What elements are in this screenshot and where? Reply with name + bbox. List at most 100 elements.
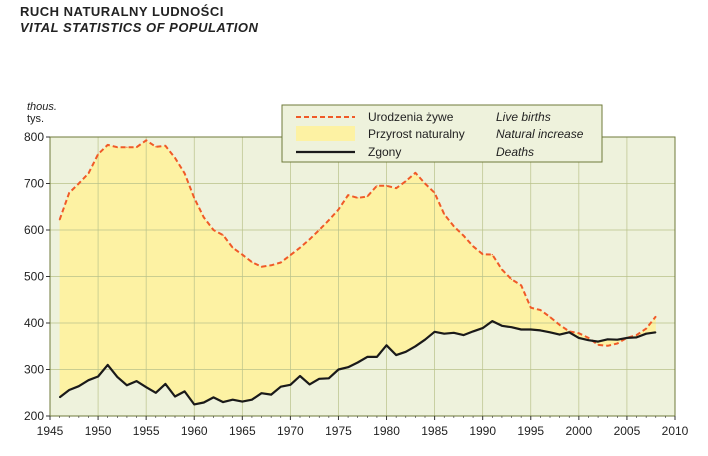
deaths-point-1985 [434,331,436,333]
deaths-point-1959 [184,390,186,392]
live-births-point-1989 [472,245,474,247]
deaths-point-1993 [510,326,513,328]
live-births-point-1967 [260,266,263,268]
x-tick-label-2010: 2010 [662,424,689,438]
deaths-point-1964 [232,399,234,401]
live-births-point-1970 [289,254,291,256]
live-births-point-1964 [232,247,234,249]
live-births-line [58,139,657,347]
live-births-point-1987 [453,225,455,227]
deaths-point-1983 [414,345,416,347]
deaths-point-2001 [587,339,590,341]
live-births-point-1961 [203,216,205,218]
deaths-point-2005 [626,337,628,339]
deaths-point-2004 [616,339,618,341]
live-births-point-1977 [357,197,359,199]
live-births-point-1953 [126,146,128,148]
y-unit-english: thous. [27,101,57,113]
deaths-point-1961 [203,401,205,404]
live-births-point-1992 [501,268,503,271]
live-births-point-1986 [443,213,445,215]
live-births-point-1955 [145,139,147,141]
live-births-point-1954 [135,146,138,148]
deaths-point-1975 [337,368,340,371]
legend-label-live-births-pl: Urodzenia żywe [368,110,454,124]
live-births-point-2000 [578,332,580,334]
deaths-point-1989 [472,330,474,332]
x-tick-label-2005: 2005 [614,424,641,438]
live-births-point-1956 [155,146,157,148]
live-births-point-1981 [395,187,397,189]
live-births-point-1998 [559,324,561,326]
y-tick-label-500: 500 [24,270,44,284]
live-births-point-2007 [645,328,647,330]
x-tick-label-1990: 1990 [469,424,496,438]
live-births-point-1995 [530,307,532,309]
live-births-point-1972 [309,238,311,240]
deaths-point-1997 [549,331,551,333]
live-births-point-1960 [193,197,195,199]
deaths-point-1981 [395,354,397,356]
deaths-point-1948 [78,385,80,387]
series-layer [58,139,657,406]
live-births-point-1983 [414,172,416,174]
y-tick-label-600: 600 [24,223,44,237]
x-tick-label-1945: 1945 [37,424,64,438]
natural-increase-area [59,140,656,405]
deaths-point-1951 [107,364,109,366]
deaths-point-1956 [155,392,157,394]
live-births-point-1966 [251,261,253,263]
live-births-point-1969 [280,261,282,264]
live-births-point-1982 [405,180,407,182]
live-births-point-2008 [655,315,657,318]
deaths-point-1960 [193,403,195,405]
deaths-point-1952 [116,376,118,378]
deaths-point-2007 [645,333,647,335]
deaths-point-1998 [559,334,561,336]
live-births-point-1957 [164,145,166,147]
live-births-point-1958 [174,157,176,159]
legend-label-deaths-en: Deaths [496,145,534,159]
deaths-point-1969 [280,386,282,388]
deaths-point-1990 [482,327,484,329]
deaths-point-1946 [59,396,61,398]
live-births-point-2004 [616,342,618,345]
deaths-point-2008 [655,331,657,333]
live-births-point-1996 [539,309,542,311]
deaths-point-1973 [318,378,320,380]
deaths-point-1967 [260,392,263,394]
deaths-point-1950 [97,375,99,378]
deaths-point-1955 [145,386,147,388]
deaths-point-1954 [135,380,138,382]
chart-title-polish: RUCH NATURALNY LUDNOŚCI [20,4,224,19]
deaths-point-1991 [491,320,493,322]
live-births-point-1951 [107,144,109,146]
x-tick-label-1980: 1980 [373,424,400,438]
deaths-point-1979 [376,356,378,358]
live-births-point-2001 [587,337,590,339]
live-births-point-1975 [337,208,340,211]
legend-label-live-births-en: Live births [496,110,551,124]
live-births-point-1990 [482,253,484,255]
legend-label-natural-increase-pl: Przyrost naturalny [368,127,465,141]
deaths-point-1992 [501,325,503,327]
deaths-point-1987 [453,332,455,334]
deaths-point-1971 [299,375,301,377]
deaths-point-1957 [164,383,166,385]
live-births-point-1950 [97,153,99,155]
y-tick-label-200: 200 [24,409,44,423]
deaths-point-1978 [366,356,368,358]
axis-layer: 1945 1950 1955 1960 1965 1970 1975 1980 1985 1990… [24,130,689,438]
live-births-point-1988 [462,235,465,237]
live-births-point-1947 [68,192,70,194]
live-births-point-2003 [607,345,609,347]
deaths-point-1994 [520,328,522,331]
deaths-point-1970 [289,384,291,386]
x-tick-label-1985: 1985 [421,424,448,438]
live-births-point-1979 [376,185,378,187]
live-births-point-1984 [424,182,426,185]
live-births-point-1973 [318,229,320,231]
x-tick-label-1970: 1970 [277,424,304,438]
chart-title-english: VITAL STATISTICS OF POPULATION [20,20,259,35]
